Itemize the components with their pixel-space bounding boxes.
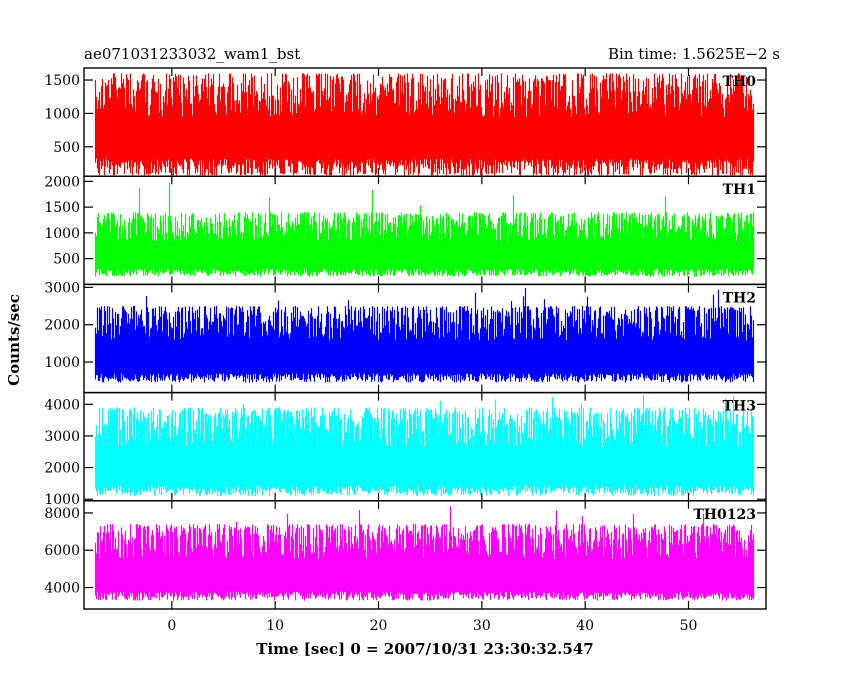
panel-label: TH0123 xyxy=(693,507,756,523)
chart-title: ae071031233032_wam1_bst xyxy=(84,45,300,63)
series-th3 xyxy=(94,395,755,497)
y-tick-label: 1000 xyxy=(44,226,80,242)
x-tick-label: 10 xyxy=(266,618,284,634)
bin-time-label: Bin time: 1.5625E−2 s xyxy=(608,45,780,63)
x-tick-label: 20 xyxy=(370,618,388,634)
y-tick-label: 500 xyxy=(53,252,80,268)
panel-th0: 500 1000 1500 TH0 xyxy=(44,67,767,177)
y-tick-label: 500 xyxy=(53,140,80,156)
y-tick-label: 4000 xyxy=(44,581,80,597)
panel-frame xyxy=(83,500,767,610)
series-th2 xyxy=(94,288,755,383)
y-tick-label: 1000 xyxy=(44,492,80,508)
y-tick-label: 1500 xyxy=(44,200,80,216)
y-tick-label: 2000 xyxy=(44,318,80,334)
y-tick-label: 8000 xyxy=(44,506,80,522)
y-tick-label: 1500 xyxy=(44,73,80,89)
x-axis-label: Time [sec] 0 = 2007/10/31 23:30:32.547 xyxy=(256,640,593,658)
series-th1 xyxy=(94,182,755,277)
x-tick-label: 30 xyxy=(473,618,491,634)
y-tick-label: 6000 xyxy=(44,543,80,559)
panel-th0123: 4000 6000 8000 TH0123 xyxy=(44,500,767,610)
series-th0 xyxy=(94,73,755,176)
panel-th1: 500 1000 1500 2000 TH1 xyxy=(44,174,767,286)
y-tick-label: 2000 xyxy=(44,461,80,477)
panel-label: TH0 xyxy=(723,74,757,90)
panel-th3: 1000 2000 3000 4000 TH3 xyxy=(44,391,767,508)
y-tick-label: 3000 xyxy=(44,280,80,296)
panel-th2: 1000 2000 3000 TH2 xyxy=(44,280,767,394)
x-tick-label: 0 xyxy=(167,618,176,634)
y-tick-label: 2000 xyxy=(44,174,80,190)
y-axis-label: Counts/sec xyxy=(5,294,23,386)
y-tick-label: 1000 xyxy=(44,355,80,371)
series-th0123 xyxy=(94,506,755,601)
y-tick-label: 1000 xyxy=(44,106,80,122)
panel-label: TH3 xyxy=(723,399,756,415)
panel-label: TH2 xyxy=(723,290,756,306)
panel-label: TH1 xyxy=(723,182,756,198)
y-tick-label: 4000 xyxy=(44,397,80,413)
y-tick-label: 3000 xyxy=(44,429,80,445)
x-tick-label: 40 xyxy=(576,618,594,634)
x-tick-label: 50 xyxy=(680,618,698,634)
